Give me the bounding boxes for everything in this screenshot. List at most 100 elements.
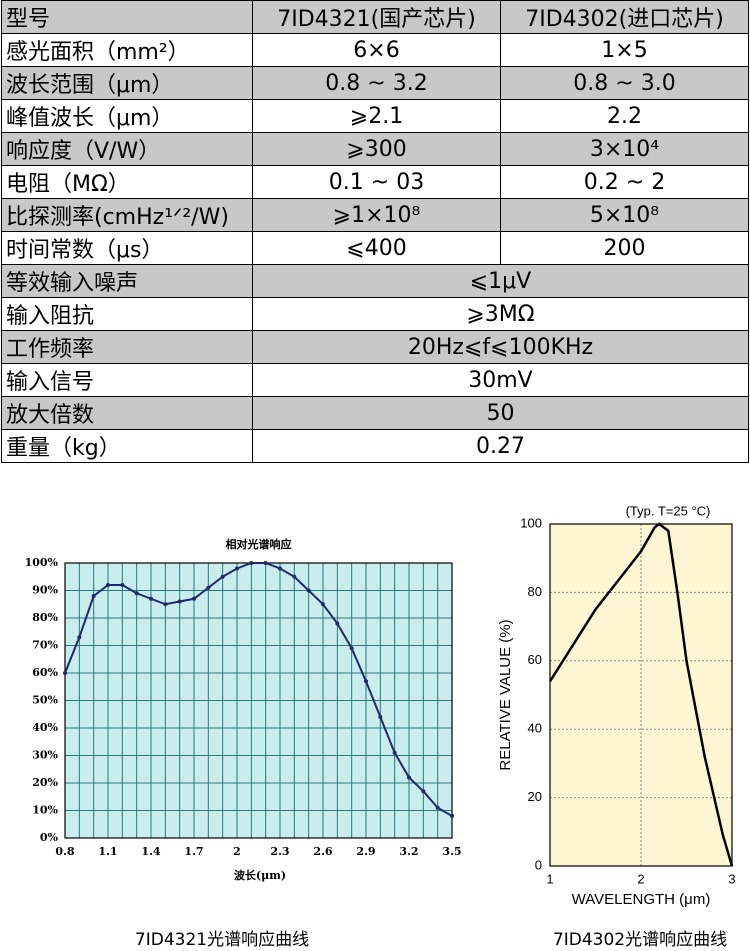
- table-cell: 0.1 ~ 03: [252, 165, 501, 199]
- data-point: [407, 775, 411, 780]
- table-cell: 等效输入噪声: [1, 264, 253, 298]
- table-cell: 0.2 ~ 2: [500, 165, 749, 199]
- table-row: 输入信号 30mV: [1, 363, 749, 397]
- data-point: [192, 596, 196, 601]
- data-point: [392, 750, 397, 755]
- data-point: [278, 566, 282, 571]
- data-point: [120, 583, 125, 587]
- y-tick-label: 30%: [32, 749, 58, 762]
- data-point: [450, 814, 454, 818]
- table-cell: 0.8 ~ 3.2: [252, 66, 501, 100]
- data-point: [77, 635, 82, 640]
- x-tick-label: 3.2: [399, 845, 418, 858]
- x-axis-label: WAVELENGTH (μm): [572, 891, 711, 908]
- table-row: 响应度（V/W） ⩾300 3×10⁴: [1, 132, 749, 166]
- y-tick-label: 20: [528, 789, 542, 804]
- table-cell: ⩽1μV: [252, 264, 749, 298]
- x-tick-label: 1.7: [184, 845, 203, 858]
- x-tick-label: 2.9: [356, 845, 375, 858]
- table-row: 比探测率(cmHz¹ᐟ²/W) ⩾1×10⁸ 5×10⁸: [1, 198, 749, 232]
- y-tick-label: 0%: [40, 831, 59, 844]
- data-point: [349, 646, 354, 651]
- table-row: 时间常数（μs） ⩽400 200: [1, 231, 749, 265]
- table-cell: 输入信号: [1, 363, 253, 397]
- x-axis-label: 波长(μm): [234, 868, 286, 882]
- data-point: [335, 621, 340, 626]
- data-point: [306, 588, 311, 593]
- plot-bg: [550, 524, 732, 866]
- y-tick-label: 80%: [32, 611, 58, 624]
- data-line: [548, 522, 734, 867]
- table-cell: 6×6: [252, 33, 501, 67]
- data-point: [421, 789, 426, 794]
- header-cell: 型号: [1, 0, 253, 34]
- table-row: 放大倍数 50: [1, 396, 749, 430]
- table-cell: 感光面积（mm²）: [1, 33, 253, 67]
- table-row: 波长范围（μm） 0.8 ~ 3.2 0.8 ~ 3.0: [1, 66, 749, 100]
- y-tick-label: 40: [528, 721, 542, 736]
- table-cell: 比探测率(cmHz¹ᐟ²/W): [1, 198, 253, 232]
- x-tick-label: 3: [728, 871, 735, 886]
- spec-table: 型号 7ID4321(国产芯片) 7ID4302(进口芯片) 感光面积（mm²） 6×6…: [1, 0, 749, 463]
- table-cell: ⩾3MΩ: [252, 297, 749, 331]
- data-point: [378, 715, 383, 719]
- table-cell: 20Hz⩽f⩽100KHz: [252, 330, 749, 364]
- data-point: [435, 805, 440, 810]
- x-tick-label: 3.5: [442, 845, 461, 858]
- data-line: [64, 562, 453, 817]
- y-tick-label: 10%: [32, 804, 58, 817]
- data-point: [321, 602, 325, 607]
- x-tick-label: 2: [637, 871, 644, 886]
- chart-2: 0 20 40 60 80 100 1 2 3 WAVELENGTH (μm) RELATIVE V…: [497, 503, 736, 950]
- table-row: 重量（kg） 0.27: [1, 429, 749, 463]
- table-cell: 0.8 ~ 3.0: [500, 66, 749, 100]
- table-cell: 输入阻抗: [1, 297, 253, 331]
- table-cell: 放大倍数: [1, 396, 253, 430]
- data-point: [91, 594, 96, 598]
- x-tick-label: 0.8: [55, 845, 74, 858]
- y-tick-label: 70%: [32, 639, 58, 652]
- table-cell: ⩾2.1: [252, 99, 501, 133]
- x-tick-label: 2.3: [270, 845, 289, 858]
- table-row: 等效输入噪声 ⩽1μV: [1, 264, 749, 298]
- table-cell: 0.27: [252, 429, 749, 463]
- data-point: [149, 596, 153, 601]
- table-cell: 时间常数（μs）: [1, 231, 253, 265]
- x-tick-label: 2: [233, 845, 241, 858]
- table-row: 感光面积（mm²） 6×6 1×5: [1, 33, 749, 67]
- table-cell: ⩾1×10⁸: [252, 198, 501, 232]
- table-cell: 工作频率: [1, 330, 253, 364]
- table-cell: ⩾300: [252, 132, 501, 166]
- data-point: [63, 671, 67, 675]
- data-point: [220, 574, 225, 579]
- chart-1: 0% 10% 20% 30% 40% 50% 60% 70% 80% 90% 100% 0.8 1.1 1…: [25, 537, 462, 950]
- y-tick-label: 40%: [32, 721, 58, 734]
- y-tick-label: 100: [520, 515, 542, 530]
- table-cell: 峰值波长（μm）: [1, 99, 253, 133]
- table-cell: 波长范围（μm）: [1, 66, 253, 100]
- data-point: [134, 591, 139, 596]
- table-cell: 200: [500, 231, 749, 265]
- chart-title: 相对光谱响应: [226, 537, 292, 551]
- y-tick-label: 90%: [32, 584, 58, 597]
- data-point: [249, 561, 254, 565]
- data-point: [364, 679, 368, 684]
- data-point: [177, 599, 182, 604]
- table-row: 工作频率 20Hz⩽f⩽100KHz: [1, 330, 749, 364]
- plot-frame: [549, 523, 733, 867]
- y-tick-label: 0: [535, 857, 542, 872]
- caption: 7ID4302光谱响应曲线: [553, 930, 727, 950]
- data-point: [235, 566, 239, 571]
- x-tick-label: 1.1: [98, 845, 117, 858]
- y-tick-label: 80: [528, 584, 542, 599]
- data-point: [106, 583, 110, 587]
- table-cell: 重量（kg）: [1, 429, 253, 463]
- y-tick-label: 60%: [32, 666, 58, 679]
- table-row: 电阻（MΩ） 0.1 ~ 03 0.2 ~ 2: [1, 165, 749, 199]
- table-row: 输入阻抗 ⩾3MΩ: [1, 297, 749, 331]
- x-tick-label: 2.6: [313, 845, 332, 858]
- y-tick-label: 20%: [32, 776, 58, 789]
- table-cell: 50: [252, 396, 749, 430]
- data-point: [206, 585, 211, 590]
- y-axis-label: RELATIVE VALUE (%): [497, 619, 514, 770]
